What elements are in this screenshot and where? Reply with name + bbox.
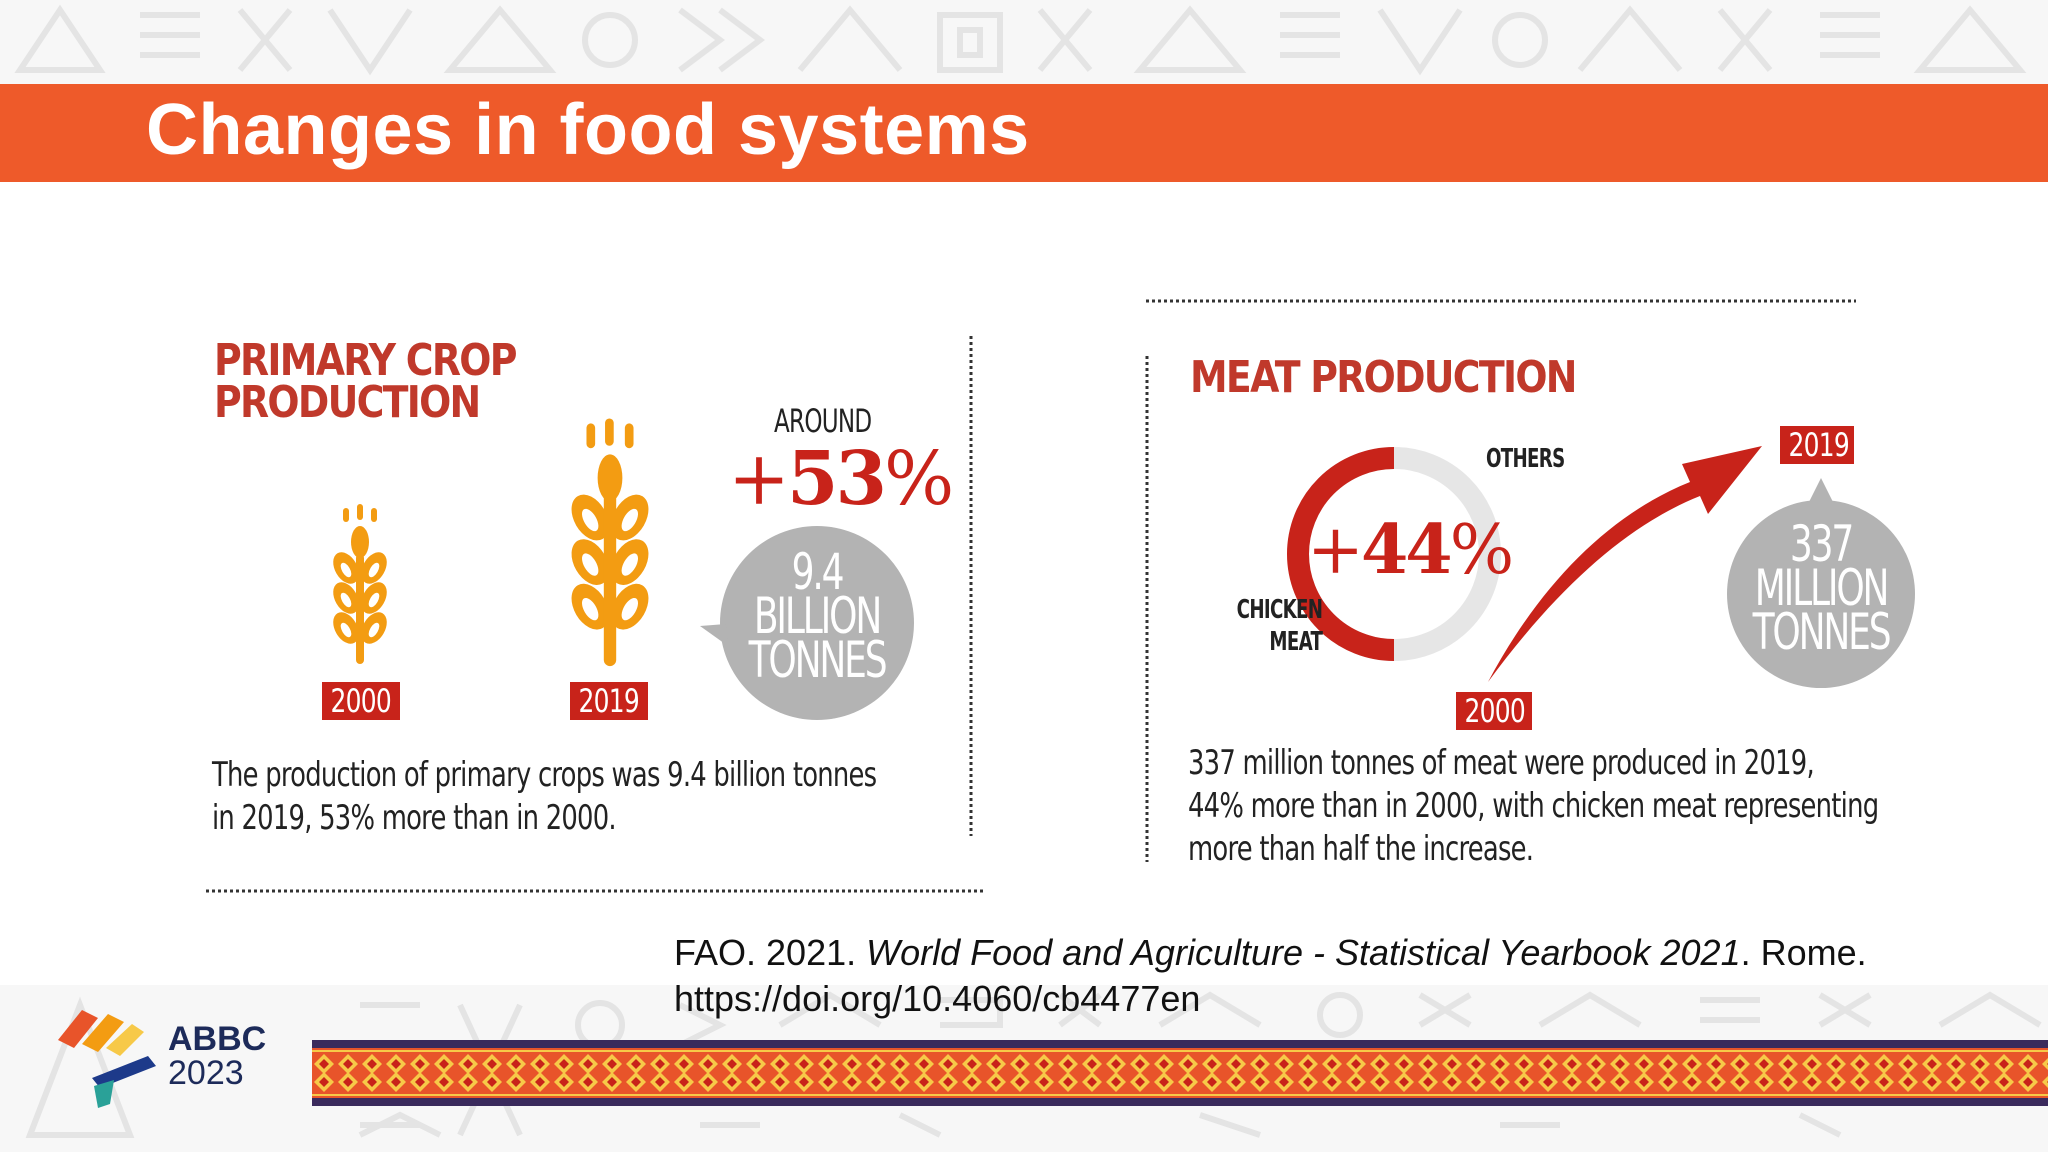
citation-title: World Food and Agriculture - Statistical… [866, 932, 1741, 973]
meat-year-end: 2019 [1788, 426, 1850, 464]
around-label: AROUND [774, 402, 872, 440]
meat-bubble-text: 337 MILLION TONNES [1750, 515, 1893, 661]
tribal-pattern-top [0, 0, 2048, 84]
meat-description-line2: 44% more than in 2000, with chicken meat… [1188, 786, 1879, 826]
source-citation: FAO. 2021. World Food and Agriculture - … [674, 930, 1867, 1022]
meat-year-start-badge: 2000 [1456, 692, 1532, 730]
crop-bubble-line3: TONNES [748, 631, 888, 689]
crop-panel-heading: PRIMARY CROP PRODUCTION [214, 335, 517, 428]
meat-change-percent: +44% [1307, 510, 1515, 590]
crop-description: The production of primary crops was 9.4 … [212, 754, 877, 840]
crop-change-percent: +53% [728, 436, 954, 522]
crop-year-start-badge: 2000 [322, 682, 400, 720]
crop-year-start: 2000 [330, 682, 392, 720]
meat-total-bubble [1727, 478, 1915, 688]
abbc-logo-icon [58, 1010, 156, 1108]
meat-panel-top-divider [1146, 299, 1856, 303]
crop-bubble-text: 9.4 BILLION TONNES [745, 543, 889, 689]
crop-bubble-line2: BILLION [753, 587, 882, 645]
slide-title: Changes in food systems [146, 90, 1030, 170]
citation-suffix: . Rome. [1740, 932, 1867, 973]
meat-year-end-badge: 2019 [1780, 426, 1854, 464]
meat-description: 337 million tonnes of meat were produced… [1188, 742, 1879, 871]
kente-ribbon [312, 1040, 2048, 1106]
growth-arrow-icon [1488, 446, 1762, 682]
meat-year-start: 2000 [1464, 692, 1526, 730]
donut-label-chicken-line1: CHICKEN [1236, 595, 1323, 625]
crop-panel-bottom-divider [206, 889, 986, 893]
citation-url: https://doi.org/10.4060/cb4477en [674, 978, 1201, 1019]
donut-label-chicken-line2: MEAT [1269, 627, 1323, 657]
crop-change-value: 53 [787, 436, 887, 522]
crop-year-end-badge: 2019 [570, 682, 648, 720]
meat-description-line1: 337 million tonnes of meat were produced… [1188, 743, 1815, 783]
meat-panel-heading: MEAT PRODUCTION [1190, 352, 1577, 403]
meat-change-sign: + [1307, 511, 1364, 590]
logo-line1: ABBC [168, 1020, 267, 1058]
logo-line2: 2023 [168, 1054, 244, 1092]
crop-description-line1: The production of primary crops was 9.4 … [212, 755, 877, 795]
wheat-icon [333, 504, 387, 664]
title-bar [0, 84, 2048, 182]
citation-line1: FAO. 2021. World Food and Agriculture - … [674, 930, 1867, 976]
crop-year-end: 2019 [578, 682, 640, 720]
meat-change-value: 44 [1360, 510, 1453, 590]
donut-label-chicken: CHICKEN MEAT [1237, 594, 1323, 658]
wheat-icon [571, 418, 649, 667]
meat-change-unit: % [1449, 511, 1515, 590]
crop-heading-line1: PRIMARY CROP [214, 335, 517, 386]
meat-donut-chart [1287, 447, 1501, 661]
crop-change-unit: % [884, 436, 954, 522]
crop-description-line2: in 2019, 53% more than in 2000. [212, 798, 617, 838]
crop-total-bubble [700, 526, 914, 720]
meat-bubble-line1: 337 [1789, 515, 1854, 573]
meat-description-line3: more than half the increase. [1188, 829, 1534, 869]
crop-change-sign: + [728, 436, 790, 522]
meat-bubble-line3: TONNES [1752, 603, 1892, 661]
donut-label-others: OTHERS [1486, 444, 1565, 474]
crop-panel-right-divider [969, 336, 973, 836]
crop-bubble-line1: 9.4 [791, 543, 845, 601]
meat-bubble-line2: MILLION [1754, 559, 1890, 617]
crop-heading-line2: PRODUCTION [214, 377, 481, 428]
abbc-logo-text: ABBC 2023 [168, 1022, 266, 1090]
meat-panel-left-divider [1145, 356, 1149, 862]
citation-prefix: FAO. 2021. [674, 932, 867, 973]
